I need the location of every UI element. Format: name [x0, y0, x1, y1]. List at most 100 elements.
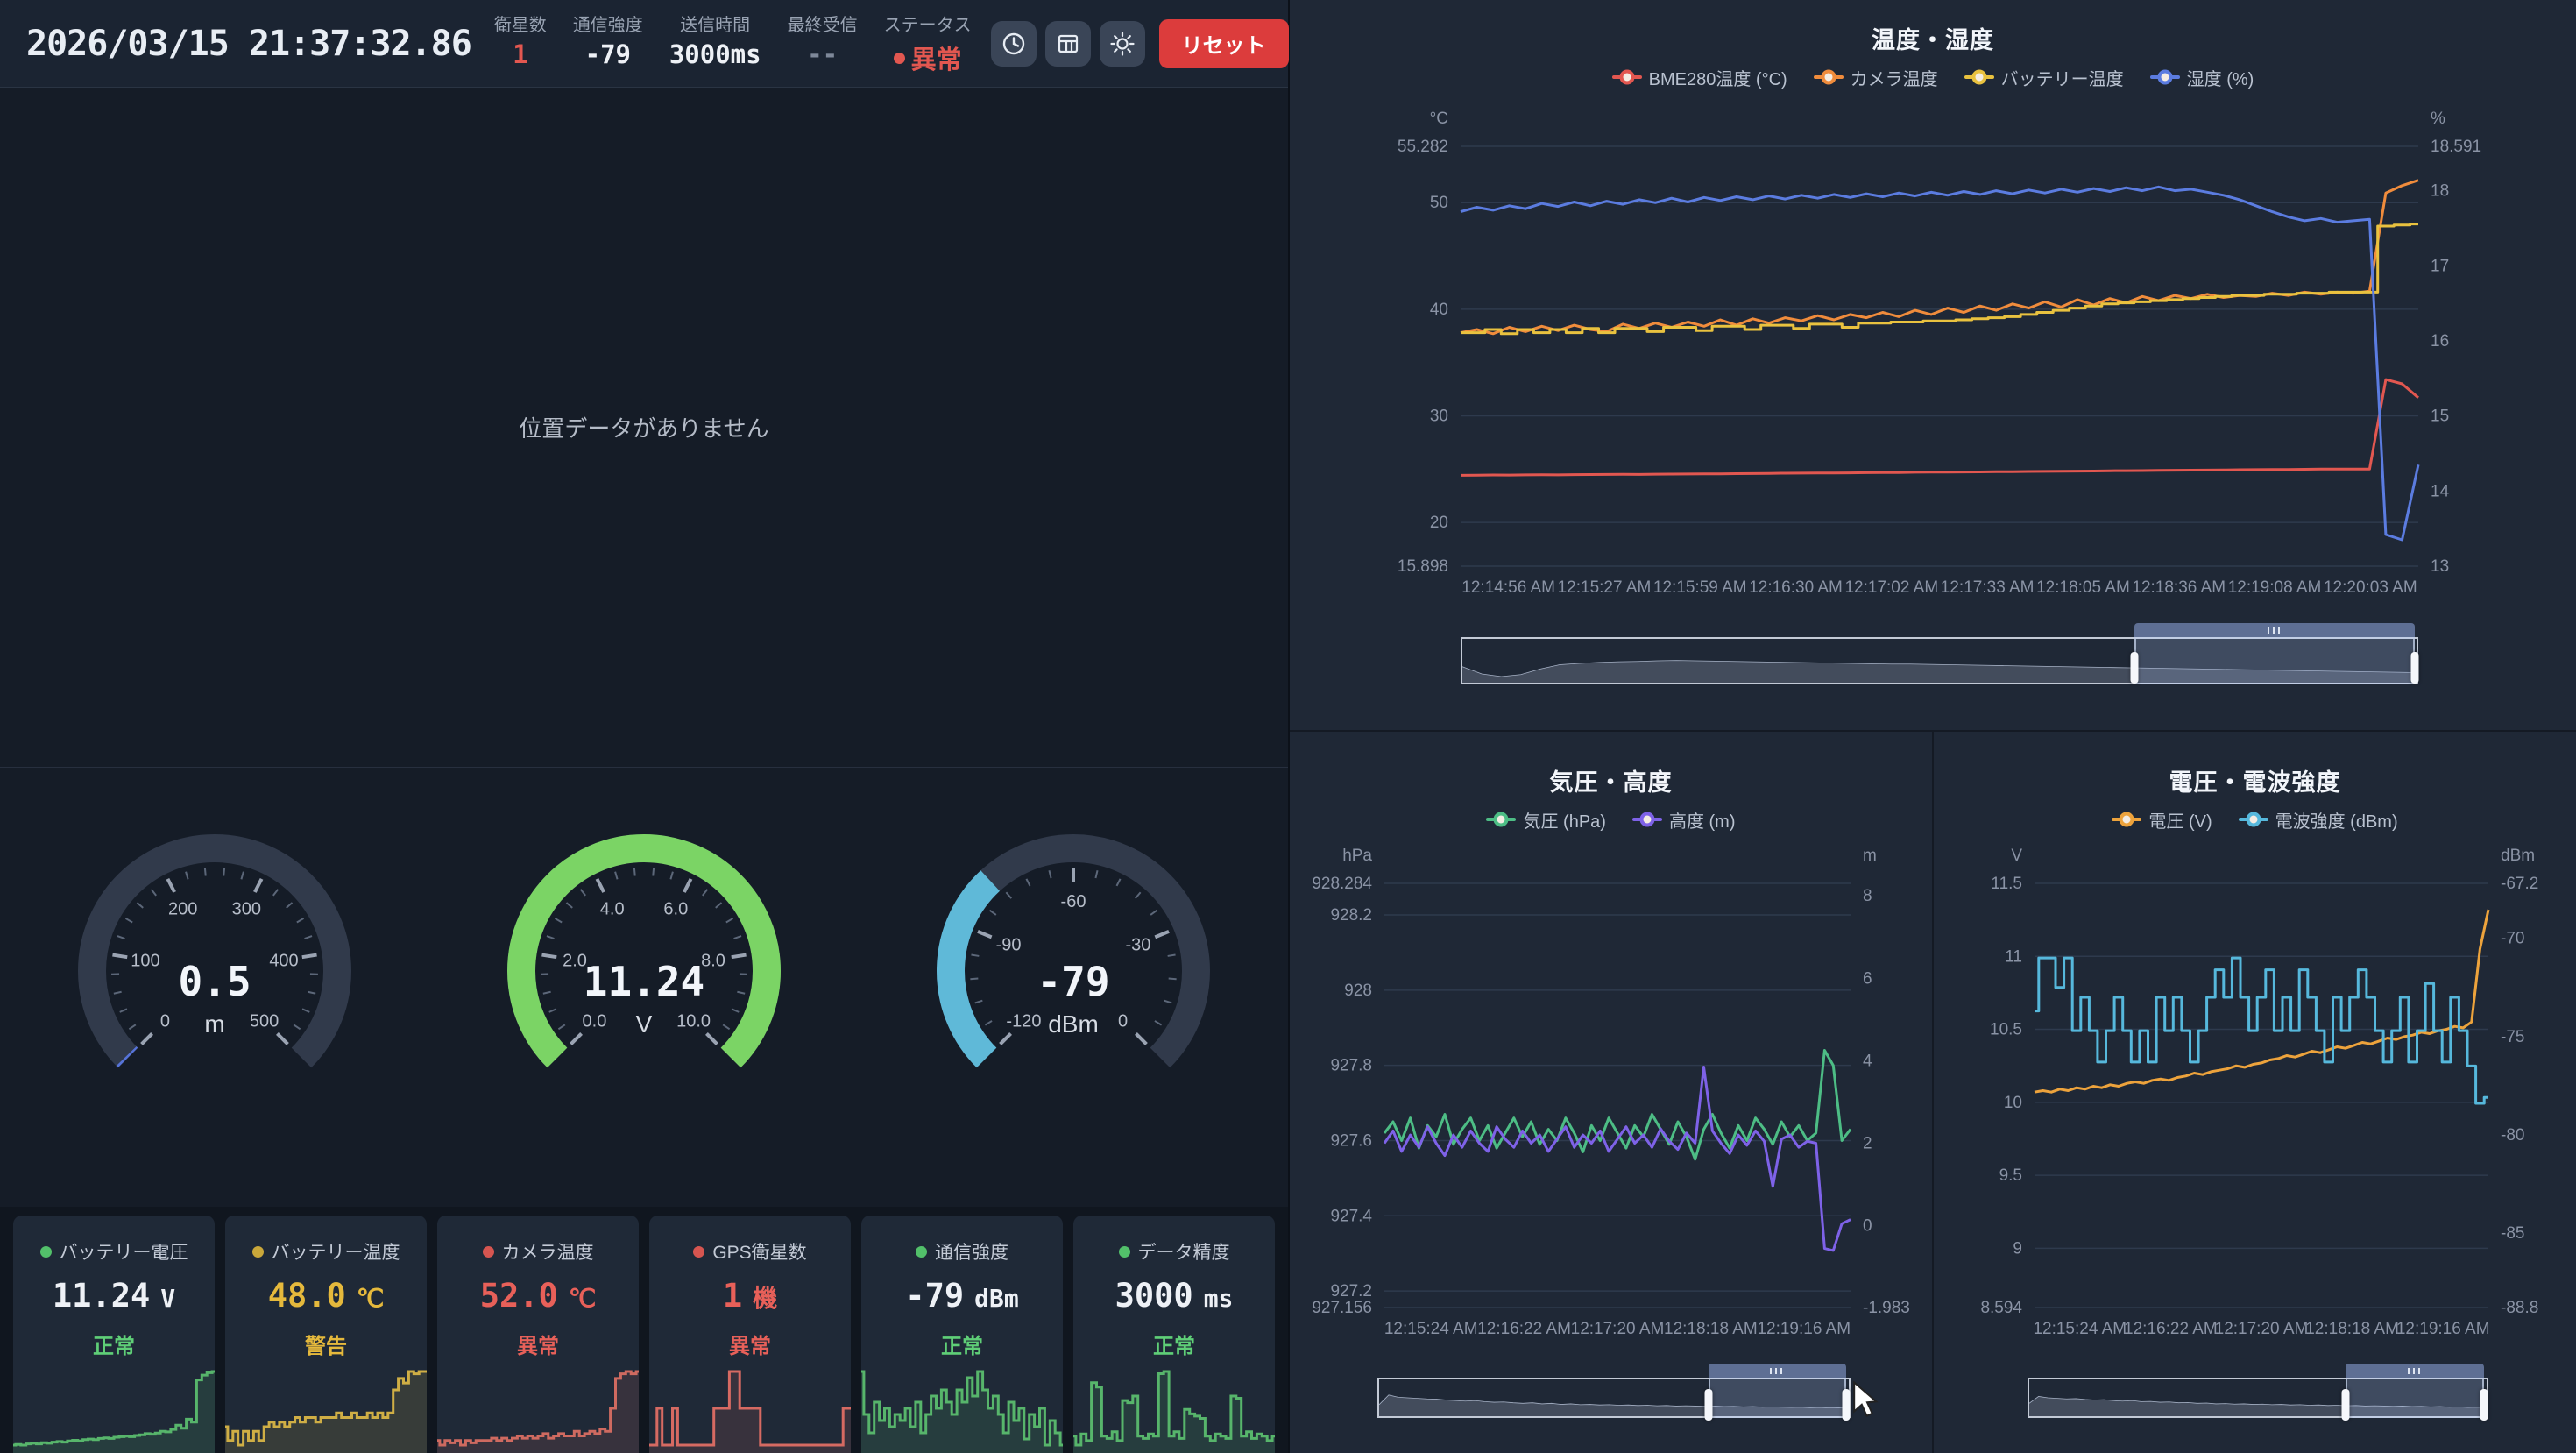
brush-track[interactable] — [1461, 637, 2418, 684]
temp-humidity-plot: °C % 55.282 50 40 30 20 15.898 18.591 18 17 16 15 14 1… — [1398, 110, 2481, 597]
chart-legend: 電圧 (V) 電波強度 (dBm) — [1934, 807, 2576, 833]
y-axis-tick-label: 30 — [1430, 407, 1448, 425]
gauge-minor-tick — [974, 999, 983, 1004]
map-empty-message: 位置データがありません — [519, 415, 769, 442]
map-area[interactable]: 位置データがありません — [0, 88, 1288, 768]
x-axis-tick-label: 12:20:03 AM — [2324, 578, 2417, 597]
brush-grip[interactable] — [2345, 1364, 2484, 1378]
status-card-battery-voltage[interactable]: バッテリー電圧 11.24 V 正常 — [13, 1216, 215, 1453]
gauge-minor-tick — [272, 889, 280, 897]
gauge-minor-tick — [970, 977, 979, 981]
reset-button[interactable]: リセット — [1158, 18, 1289, 68]
right-axis-unit: dBm — [2501, 847, 2535, 865]
brush-selection[interactable] — [1709, 1364, 1846, 1418]
x-axis-tick-label: 12:15:59 AM — [1653, 578, 1747, 597]
stat-value: 3000ms — [669, 39, 761, 69]
legend-item[interactable]: 電波強度 (dBm) — [2238, 807, 2398, 833]
legend-marker — [1631, 812, 1662, 827]
status-cards-row: バッテリー電圧 11.24 V 正常 バッテリー温度 48.0 ℃ 警告 カメラ温度… — [0, 1207, 1288, 1453]
brush-grip[interactable] — [2134, 623, 2415, 637]
brush-track[interactable] — [2028, 1378, 2488, 1418]
x-axis-tick-label: 12:15:24 AM — [1384, 1320, 1478, 1338]
time-range-brush[interactable] — [1377, 1364, 1851, 1421]
brush-track[interactable] — [1377, 1378, 1851, 1418]
card-dot — [916, 1245, 927, 1258]
status-dot — [893, 52, 905, 64]
legend-marker — [1486, 812, 1517, 827]
card-dot — [482, 1245, 494, 1258]
legend-item[interactable]: 気圧 (hPa) — [1486, 807, 1606, 833]
y-axis-tick-label: 9.5 — [1999, 1166, 2022, 1185]
brush-handle-right[interactable] — [1842, 1389, 1851, 1421]
brush-handle-left[interactable] — [2341, 1389, 2350, 1421]
right-panel: 温度・湿度 BME280温度 (°C) カメラ温度 バッテリー温度 湿度 (%) °C… — [1290, 0, 2576, 1453]
gauge-tick-label: 500 — [250, 1012, 279, 1031]
y-axis-tick-label: 40 — [1430, 301, 1448, 319]
status-card-battery-temp[interactable]: バッテリー温度 48.0 ℃ 警告 — [225, 1216, 427, 1453]
legend-item[interactable]: バッテリー温度 — [1964, 65, 2124, 90]
legend-item[interactable]: 湿度 (%) — [2149, 65, 2254, 90]
table-button[interactable] — [1044, 20, 1091, 67]
sparkline-line — [13, 1370, 215, 1447]
brush-handle-right[interactable] — [2410, 652, 2419, 684]
gauge-minor-tick — [1135, 891, 1142, 899]
stat-signal-strength: 通信強度 -79 — [573, 11, 643, 69]
stat-label: 衛星数 — [493, 16, 547, 35]
brush-handle-left[interactable] — [1704, 1389, 1713, 1421]
card-sparkline — [437, 1370, 639, 1453]
legend-label: 気圧 (hPa) — [1523, 812, 1606, 832]
stat-last-received: 最終受信 -- — [788, 11, 858, 69]
gauge-minor-tick — [1005, 891, 1012, 899]
y-axis-tick-label: -88.8 — [2501, 1299, 2538, 1317]
brush-selection[interactable] — [2345, 1364, 2484, 1418]
gauge-minor-tick — [150, 889, 157, 897]
brush-overview-line — [2029, 1396, 2487, 1407]
brush-overview-line — [1462, 661, 2417, 677]
brush-selection-window[interactable] — [2345, 1378, 2484, 1418]
card-value: 11.24 — [52, 1277, 151, 1315]
card-label: GPS衛星数 — [712, 1243, 807, 1263]
chart-section-temp-humidity: 温度・湿度 BME280温度 (°C) カメラ温度 バッテリー温度 湿度 (%) °C… — [1290, 0, 2576, 732]
brush-handle-right[interactable] — [2480, 1389, 2488, 1421]
gauge-tick — [977, 929, 993, 939]
status-card-camera-temp[interactable]: カメラ温度 52.0 ℃ 異常 — [437, 1216, 639, 1453]
legend-item[interactable]: BME280温度 (°C) — [1611, 65, 1787, 90]
legend-label: 電波強度 (dBm) — [2275, 812, 2398, 832]
brush-selection-window[interactable] — [1709, 1378, 1846, 1418]
stat-value: -79 — [584, 39, 631, 69]
time-range-brush[interactable] — [2028, 1364, 2488, 1421]
legend-item[interactable]: 電圧 (V) — [2112, 807, 2212, 833]
y-axis-tick-label: 4 — [1863, 1052, 1872, 1070]
legend-label: BME280温度 (°C) — [1648, 69, 1787, 89]
x-axis-tick-label: 12:16:22 AM — [1477, 1320, 1571, 1338]
theme-toggle-button[interactable] — [1099, 20, 1145, 67]
clock-button[interactable] — [990, 20, 1037, 67]
time-range-brush[interactable] — [1461, 623, 2419, 684]
brush-overview-line — [1379, 1395, 1849, 1408]
status-card-signal[interactable]: 通信強度 -79 dBm 正常 — [861, 1216, 1063, 1453]
y-axis-tick-label: 928.2 — [1330, 906, 1372, 925]
legend-item[interactable]: 高度 (m) — [1631, 807, 1736, 833]
brush-overview-area — [1462, 660, 2417, 683]
y-axis-tick-label: -67.2 — [2501, 875, 2538, 893]
left-panel: 2026/03/15 21:37:32.86 衛星数 1 通信強度 -79 送信… — [0, 0, 1454, 1453]
gauge-minor-tick — [128, 1024, 137, 1031]
card-dot — [1118, 1245, 1130, 1258]
y-axis-tick-label: 8 — [1863, 887, 1872, 905]
brush-selection[interactable] — [2134, 623, 2415, 684]
legend-item[interactable]: カメラ温度 — [1813, 65, 1938, 90]
y-axis-tick-label: 927.2 — [1330, 1282, 1372, 1301]
status-card-data-accuracy[interactable]: データ精度 3000 ms 正常 — [1073, 1216, 1275, 1453]
brush-handle-left[interactable] — [2130, 652, 2139, 684]
brush-selection-window[interactable] — [2134, 637, 2415, 684]
gauge-minor-tick — [240, 871, 244, 880]
stat-label: 最終受信 — [787, 16, 858, 35]
gauge-tick — [140, 1032, 153, 1045]
brush-grip[interactable] — [1709, 1364, 1846, 1378]
sun-icon — [1109, 31, 1135, 56]
gauge-minor-tick — [1094, 870, 1099, 879]
card-sparkline — [225, 1370, 427, 1453]
card-unit: ms — [1203, 1284, 1234, 1313]
y-axis-tick-label: 11 — [2005, 947, 2022, 966]
